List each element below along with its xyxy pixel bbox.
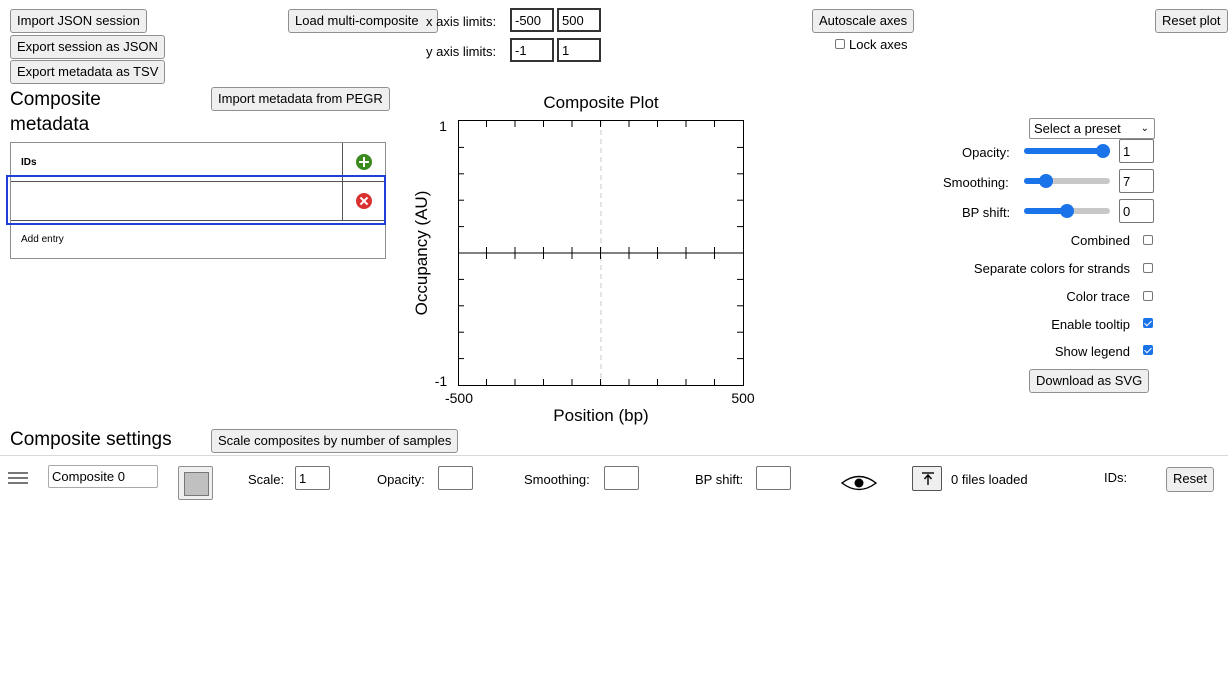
ids-column-header: IDs: [21, 157, 37, 168]
import-json-button[interactable]: Import JSON session: [10, 9, 147, 33]
lock-axes-label: Lock axes: [849, 37, 908, 52]
y-max-input[interactable]: [557, 38, 601, 62]
drag-handle-icon[interactable]: [8, 472, 28, 486]
row-opacity-label: Opacity:: [377, 472, 425, 487]
smoothing-slider-thumb[interactable]: [1038, 174, 1053, 188]
combined-checkbox[interactable]: [1143, 235, 1153, 245]
bp-shift-slider[interactable]: [1024, 204, 1110, 218]
selected-row-highlight: [6, 175, 386, 225]
row-opacity-input[interactable]: [438, 466, 473, 490]
show-legend-checkbox[interactable]: [1143, 345, 1153, 355]
x-axis-label: Position (bp): [553, 406, 648, 425]
bp-shift-label: BP shift:: [962, 205, 1011, 220]
load-multi-composite-button[interactable]: Load multi-composite: [288, 9, 438, 33]
bp-shift-slider-fill: [1024, 208, 1067, 214]
y-axis-label: Occupancy (AU): [412, 191, 431, 316]
import-pegr-button[interactable]: Import metadata from PEGR: [211, 87, 390, 111]
x-max-input[interactable]: [557, 8, 601, 32]
preset-select[interactable]: Select a preset ⌄: [1029, 118, 1155, 139]
id-entry-input[interactable]: [12, 183, 344, 221]
composite-name-input[interactable]: [48, 465, 158, 488]
enable-tooltip-label: Enable tooltip: [1051, 317, 1130, 332]
row-bp-shift-label: BP shift:: [695, 472, 744, 487]
settings-divider: [0, 455, 1228, 456]
smoothing-label: Smoothing:: [943, 175, 1009, 190]
download-svg-button[interactable]: Download as SVG: [1029, 369, 1150, 393]
add-column-icon[interactable]: [356, 154, 372, 170]
y-min-input[interactable]: [510, 38, 554, 62]
chevron-down-icon: ⌄: [1140, 123, 1149, 134]
upload-button[interactable]: [912, 466, 942, 491]
composite-plot: Composite Plot 1 -1 -500 500 Position (b…: [412, 93, 755, 425]
composite-metadata-heading: Composite metadata: [10, 89, 101, 135]
opacity-slider-thumb[interactable]: [1096, 144, 1110, 158]
row-scale-label: Scale:: [248, 472, 285, 487]
bp-shift-input[interactable]: [1119, 199, 1154, 223]
scale-by-samples-button[interactable]: Scale composites by number of samples: [211, 429, 459, 453]
opacity-label: Opacity:: [962, 145, 1010, 160]
x-axis-limits-label: x axis limits:: [426, 14, 497, 29]
x-min-input[interactable]: [510, 8, 554, 32]
color-trace-label: Color trace: [1066, 289, 1130, 304]
row-smoothing-input[interactable]: [604, 466, 639, 490]
row-scale-input[interactable]: [295, 466, 330, 490]
row-bp-shift-input[interactable]: [756, 466, 791, 490]
color-trace-checkbox[interactable]: [1143, 291, 1153, 301]
add-entry-link[interactable]: Add entry: [21, 234, 64, 245]
y-tick-max: 1: [439, 118, 447, 134]
row-separator: [11, 220, 385, 221]
upload-icon: [922, 472, 934, 485]
separate-colors-checkbox[interactable]: [1143, 263, 1153, 273]
eye-icon[interactable]: [840, 474, 878, 492]
separate-colors-label: Separate colors for strands: [973, 261, 1130, 276]
column-divider: [342, 143, 343, 221]
smoothing-slider-fill: [1024, 178, 1046, 184]
autoscale-axes-button[interactable]: Autoscale axes: [812, 9, 915, 33]
composite-color-picker[interactable]: [178, 466, 213, 500]
y-tick-min: -1: [435, 373, 448, 389]
files-loaded-status: 0 files loaded: [951, 472, 1028, 487]
row-ids-label: IDs:: [1104, 470, 1128, 485]
lock-axes-checkbox[interactable]: [835, 39, 845, 49]
combined-label: Combined: [1070, 233, 1130, 248]
metadata-table: IDs Add entry: [10, 142, 386, 259]
bp-shift-slider-thumb[interactable]: [1060, 204, 1074, 218]
row-smoothing-label: Smoothing:: [524, 472, 590, 487]
smoothing-slider[interactable]: [1024, 174, 1110, 188]
composite-settings-heading: Composite settings: [10, 429, 172, 450]
y-axis-limits-label: y axis limits:: [426, 44, 497, 59]
reset-plot-button[interactable]: Reset plot: [1155, 9, 1228, 33]
plot-title: Composite Plot: [543, 93, 659, 112]
smoothing-input[interactable]: [1119, 169, 1154, 193]
row-reset-button[interactable]: Reset: [1166, 467, 1214, 492]
remove-entry-icon[interactable]: [356, 193, 372, 209]
show-legend-label: Show legend: [1054, 344, 1130, 359]
preset-select-value: Select a preset: [1034, 121, 1121, 136]
color-swatch: [184, 472, 209, 496]
x-tick-max: 500: [731, 390, 755, 406]
opacity-input[interactable]: [1119, 139, 1154, 163]
opacity-slider-fill: [1024, 148, 1110, 154]
enable-tooltip-checkbox[interactable]: [1143, 318, 1153, 328]
export-tsv-button[interactable]: Export metadata as TSV: [10, 60, 166, 84]
x-tick-min: -500: [445, 390, 473, 406]
row-separator: [11, 181, 385, 182]
export-json-button[interactable]: Export session as JSON: [10, 35, 165, 59]
opacity-slider[interactable]: [1024, 144, 1110, 158]
